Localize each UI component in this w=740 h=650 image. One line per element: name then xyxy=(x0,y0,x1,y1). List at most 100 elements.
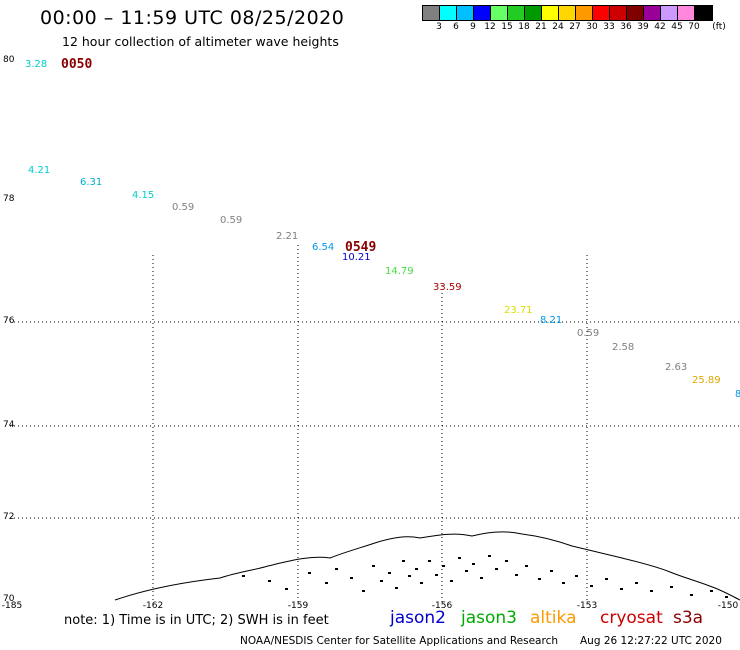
wave-height-label: 4.15 xyxy=(132,190,155,201)
island-dot xyxy=(308,572,311,574)
island-dot xyxy=(472,563,475,565)
pass-time-label: 0050 xyxy=(61,57,93,72)
legend-label: 21 xyxy=(535,22,547,32)
map-area xyxy=(10,245,740,605)
legend-label: 45 xyxy=(671,22,683,32)
island-dot xyxy=(670,586,673,588)
longitude-label: -150 xyxy=(717,601,739,611)
legend-swatch xyxy=(661,6,678,20)
island-dot xyxy=(268,580,271,582)
satellite-legend-altika: altika xyxy=(530,608,577,628)
island-dot xyxy=(350,577,353,579)
wave-height-label: 0.59 xyxy=(220,215,243,226)
page-subtitle: 12 hour collection of altimeter wave hei… xyxy=(62,34,339,49)
satellite-legend-jason2: jason2 xyxy=(390,608,446,628)
wave-height-label: 10.21 xyxy=(342,252,371,263)
island-dot xyxy=(525,565,528,567)
legend-swatch xyxy=(423,6,440,20)
legend-swatch xyxy=(440,6,457,20)
island-dot xyxy=(495,568,498,570)
legend-swatch xyxy=(457,6,474,20)
latitude-label: 72 xyxy=(3,512,15,522)
legend-label: 30 xyxy=(586,22,598,32)
wave-height-label: 8.21 xyxy=(540,315,563,326)
legend-label: 24 xyxy=(552,22,564,32)
island-dot xyxy=(575,575,578,577)
longitude-label: -156 xyxy=(431,601,453,611)
latitude-label: 80 xyxy=(3,55,15,65)
legend-label: 12 xyxy=(484,22,496,32)
generated-timestamp: Aug 26 12:27:22 UTC 2020 xyxy=(580,635,722,647)
coastline-line xyxy=(114,531,740,601)
legend-swatch xyxy=(695,6,712,20)
island-dot xyxy=(710,590,713,592)
wave-height-label: 23.71 xyxy=(504,305,533,316)
legend-label: 3 xyxy=(436,22,442,32)
island-dot xyxy=(480,577,483,579)
legend-swatch xyxy=(508,6,525,20)
island-dot xyxy=(488,555,491,557)
legend-swatch xyxy=(525,6,542,20)
island-dot xyxy=(605,578,608,580)
island-dot xyxy=(335,568,338,570)
legend-label: 42 xyxy=(654,22,666,32)
wave-height-label: 3.28 xyxy=(25,59,48,70)
island-dot xyxy=(415,568,418,570)
wave-height-label: 4.21 xyxy=(28,165,51,176)
island-dot xyxy=(408,575,411,577)
legend-swatch xyxy=(678,6,695,20)
island-dot xyxy=(380,580,383,582)
island-dot xyxy=(538,578,541,580)
color-scale-legend xyxy=(422,5,713,21)
island-dot xyxy=(650,590,653,592)
island-dot xyxy=(402,560,405,562)
latitude-label: 74 xyxy=(3,420,15,430)
legend-swatch xyxy=(610,6,627,20)
satellite-legend-s3a: s3a xyxy=(673,608,704,628)
satellite-legend-jason3: jason3 xyxy=(461,608,517,628)
wave-height-label: 25.89 xyxy=(692,375,721,386)
island-dot xyxy=(388,572,391,574)
island-dot xyxy=(420,582,423,584)
legend-swatch xyxy=(474,6,491,20)
pass-time-label: 0549 xyxy=(345,240,377,255)
wave-height-label: 2.21 xyxy=(276,231,299,242)
wave-height-label: 2.63 xyxy=(665,362,688,373)
island-dot xyxy=(435,574,438,576)
legend-label: 9 xyxy=(470,22,476,32)
island-dot xyxy=(442,565,445,567)
wave-height-label: 33.59 xyxy=(433,282,462,293)
island-dot xyxy=(372,565,375,567)
islands xyxy=(242,555,728,598)
wave-height-label: 8 xyxy=(735,389,740,400)
island-dot xyxy=(690,594,693,596)
island-dot xyxy=(550,570,553,572)
legend-swatch xyxy=(627,6,644,20)
wave-height-label: 2.58 xyxy=(612,342,635,353)
graticule xyxy=(10,245,740,605)
legend-label: 6 xyxy=(453,22,459,32)
legend-label: 27 xyxy=(569,22,581,32)
wave-height-label: 0.59 xyxy=(577,328,600,339)
page-title: 00:00 – 11:59 UTC 08/25/2020 xyxy=(40,7,345,29)
island-dot xyxy=(515,574,518,576)
island-dot xyxy=(325,582,328,584)
island-dot xyxy=(590,585,593,587)
longitude-label: -162 xyxy=(142,601,164,611)
island-dot xyxy=(450,580,453,582)
longitude-label: -159 xyxy=(287,601,309,611)
latitude-label: 78 xyxy=(3,194,15,204)
legend-label: 36 xyxy=(620,22,632,32)
latitude-label: 76 xyxy=(3,316,15,326)
island-dot xyxy=(505,560,508,562)
legend-swatch xyxy=(491,6,508,20)
longitude-label: -185 xyxy=(1,601,23,611)
legend-label: 33 xyxy=(603,22,615,32)
island-dot xyxy=(562,582,565,584)
island-dot xyxy=(285,588,288,590)
latitude-label: 70 xyxy=(3,594,15,604)
island-dot xyxy=(465,570,468,572)
island-dot xyxy=(458,557,461,559)
wave-height-label: 14.79 xyxy=(385,266,414,277)
island-dot xyxy=(362,590,365,592)
